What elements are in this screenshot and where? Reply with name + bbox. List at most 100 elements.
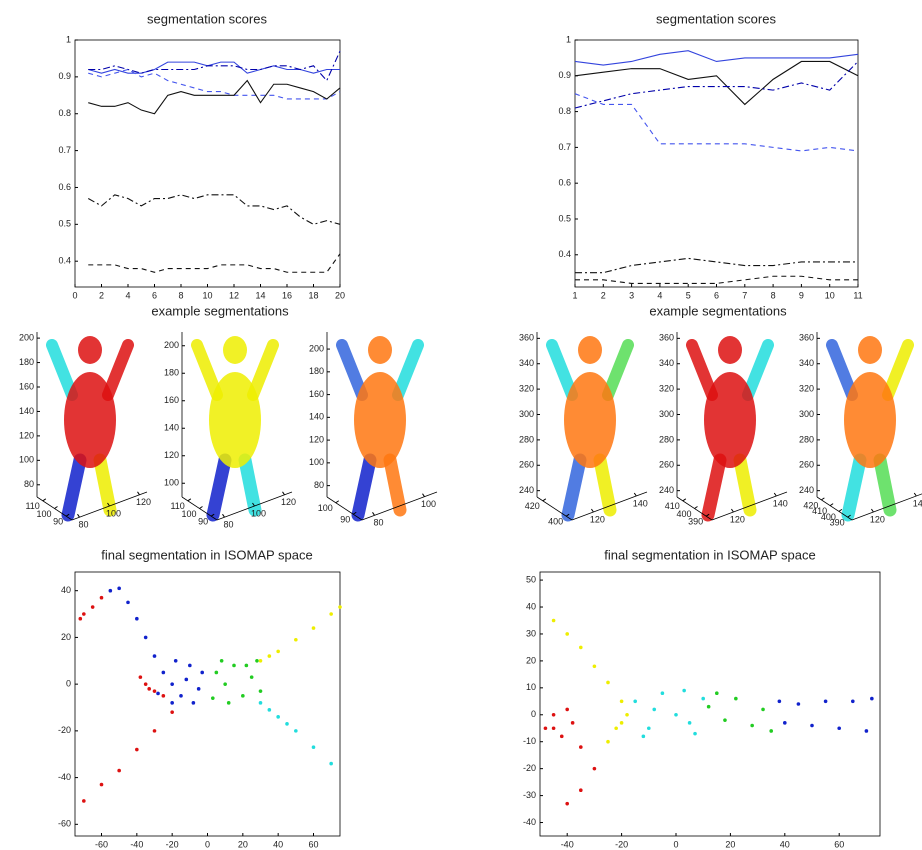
point bbox=[619, 721, 624, 725]
y-tick-label: -60 bbox=[58, 819, 71, 829]
body-arm bbox=[46, 339, 78, 401]
x-tick-label: 100 bbox=[106, 508, 121, 518]
point bbox=[156, 691, 160, 696]
point bbox=[267, 654, 272, 658]
x-tick bbox=[913, 492, 917, 497]
body-leg bbox=[93, 453, 117, 517]
y-tick-label: 110 bbox=[170, 501, 184, 511]
x-tick bbox=[252, 502, 255, 507]
point bbox=[551, 712, 556, 717]
point bbox=[647, 726, 651, 731]
point bbox=[244, 663, 249, 668]
body-arm bbox=[392, 339, 424, 401]
point bbox=[851, 699, 855, 704]
y-tick bbox=[838, 508, 843, 512]
body-torso bbox=[704, 372, 756, 468]
y-tick bbox=[565, 513, 570, 517]
point bbox=[543, 726, 548, 731]
body-leg bbox=[873, 453, 897, 517]
y-tick-label: 110 bbox=[25, 501, 39, 511]
y-tick-label: 90 bbox=[53, 517, 63, 527]
x-tick-label: -40 bbox=[561, 839, 574, 849]
axes-frame bbox=[574, 39, 859, 288]
y-tick-label: -10 bbox=[523, 736, 536, 746]
point bbox=[214, 670, 219, 675]
body-leg bbox=[238, 453, 262, 517]
x-tick-label: 120 bbox=[730, 514, 745, 524]
y-tick-label: 410 bbox=[812, 506, 827, 516]
x-tick-label: 60 bbox=[834, 839, 844, 849]
body-arm bbox=[882, 339, 914, 401]
y-tick bbox=[187, 498, 192, 502]
body-arm bbox=[602, 339, 634, 401]
z-tick-label: 100 bbox=[19, 455, 34, 465]
body-leg bbox=[206, 453, 232, 522]
series-line bbox=[574, 50, 859, 66]
point bbox=[294, 729, 298, 733]
x-tick-label: 20 bbox=[238, 839, 248, 849]
axes-frame bbox=[74, 571, 341, 837]
point bbox=[570, 721, 575, 725]
series-line bbox=[87, 194, 341, 225]
point bbox=[606, 680, 610, 685]
y-axis bbox=[326, 496, 363, 521]
z-tick-label: 240 bbox=[659, 485, 674, 495]
point bbox=[870, 696, 874, 701]
z-tick-label: 160 bbox=[309, 389, 324, 399]
body-torso bbox=[354, 372, 406, 468]
z-tick-label: 340 bbox=[799, 358, 814, 368]
x-tick-label: 0 bbox=[673, 839, 678, 849]
x-axis bbox=[851, 493, 922, 521]
x-tick-label: 40 bbox=[273, 839, 283, 849]
x-tick-label: 80 bbox=[373, 518, 383, 528]
x-tick-label: 8 bbox=[178, 290, 183, 300]
y-tick-label: -40 bbox=[523, 817, 536, 827]
z-tick-label: 160 bbox=[164, 395, 179, 405]
point bbox=[338, 605, 342, 609]
z-tick-label: 300 bbox=[799, 409, 814, 419]
y-tick-label: 0.4 bbox=[558, 249, 571, 259]
point bbox=[249, 675, 254, 679]
x-tick bbox=[137, 491, 140, 496]
point bbox=[614, 726, 618, 731]
y-tick-label: 0.6 bbox=[558, 178, 571, 188]
point bbox=[633, 699, 637, 704]
x-tick-label: 14 bbox=[255, 290, 265, 300]
y-tick-label: 100 bbox=[318, 503, 333, 513]
x-tick-label: 10 bbox=[825, 290, 835, 300]
x-tick-label: 0 bbox=[205, 839, 210, 849]
y-tick-label: 0.7 bbox=[558, 142, 571, 152]
y-tick-label: 1 bbox=[66, 34, 71, 44]
y-tick-label: 90 bbox=[340, 515, 350, 525]
x-tick-label: 16 bbox=[282, 290, 292, 300]
point bbox=[143, 635, 148, 640]
point bbox=[652, 707, 657, 712]
point bbox=[619, 699, 624, 704]
chart-title: segmentation scores bbox=[147, 11, 267, 26]
z-tick-label: 280 bbox=[799, 434, 814, 444]
z-tick-label: 340 bbox=[519, 358, 534, 368]
y-tick-label: 100 bbox=[36, 509, 51, 519]
x-tick-label: 60 bbox=[308, 839, 318, 849]
y-tick-label: 0.8 bbox=[58, 108, 71, 118]
x-tick-label: 100 bbox=[421, 499, 436, 509]
point bbox=[565, 707, 569, 712]
z-tick-label: 320 bbox=[519, 383, 534, 393]
point bbox=[143, 682, 148, 686]
point bbox=[255, 658, 259, 663]
point bbox=[99, 595, 104, 600]
body-arm bbox=[336, 339, 368, 401]
x-tick-label: 40 bbox=[780, 839, 790, 849]
y-tick-label: 10 bbox=[526, 682, 536, 692]
body-arm bbox=[546, 339, 578, 401]
body-arm bbox=[247, 339, 279, 401]
point bbox=[641, 734, 646, 739]
x-tick bbox=[871, 508, 874, 513]
body-leg bbox=[701, 453, 727, 522]
x-tick-label: 18 bbox=[308, 290, 318, 300]
series-line bbox=[88, 68, 341, 100]
x-tick-label: 0 bbox=[72, 290, 77, 300]
body-leg bbox=[383, 453, 407, 517]
body-arm bbox=[686, 339, 718, 401]
y-tick-label: -40 bbox=[58, 772, 71, 782]
